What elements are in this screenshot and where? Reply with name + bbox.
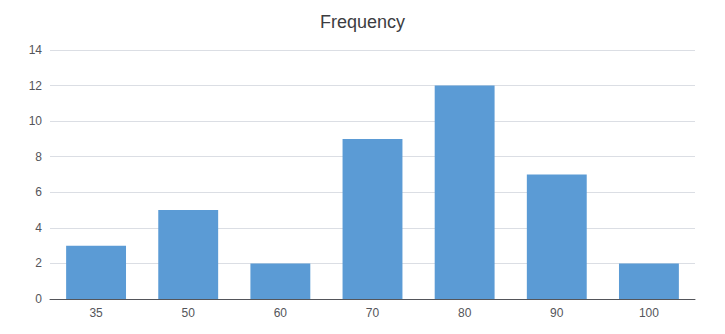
svg-text:8: 8	[35, 150, 42, 164]
svg-text:80: 80	[458, 306, 472, 320]
svg-text:4: 4	[35, 221, 42, 235]
svg-text:0: 0	[35, 292, 42, 306]
svg-text:14: 14	[29, 43, 43, 57]
svg-text:35: 35	[89, 306, 103, 320]
svg-text:90: 90	[550, 306, 564, 320]
svg-text:70: 70	[366, 306, 380, 320]
svg-text:50: 50	[182, 306, 196, 320]
svg-text:12: 12	[29, 79, 43, 93]
svg-text:100: 100	[639, 306, 659, 320]
svg-text:2: 2	[35, 256, 42, 270]
svg-text:6: 6	[35, 185, 42, 199]
svg-text:60: 60	[274, 306, 288, 320]
svg-text:10: 10	[29, 114, 43, 128]
svg-text:Frequency: Frequency	[320, 12, 405, 32]
